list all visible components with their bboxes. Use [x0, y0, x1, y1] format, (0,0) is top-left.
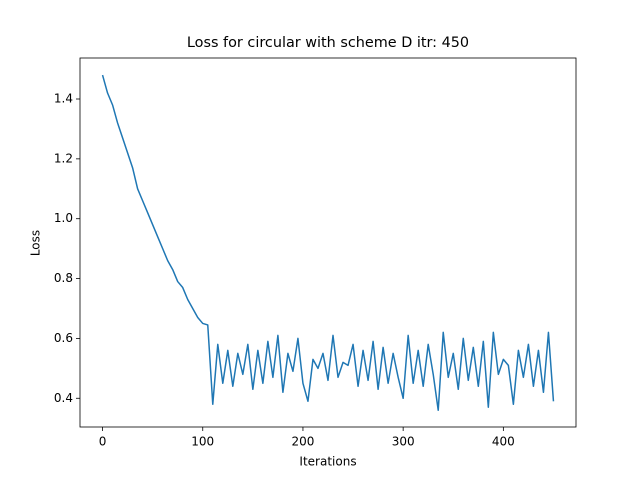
y-tick-label: 0.6 — [54, 331, 73, 345]
y-tick-label: 1.2 — [54, 151, 73, 165]
x-tick-label: 200 — [291, 435, 314, 449]
y-tick-label: 1.0 — [54, 211, 73, 225]
x-tick-label: 400 — [492, 435, 515, 449]
y-tick-label: 1.4 — [54, 92, 73, 106]
x-tick-label: 0 — [99, 435, 107, 449]
plot-frame — [79, 57, 577, 428]
x-axis-label: Iterations — [299, 455, 356, 469]
y-tick-label: 0.8 — [54, 271, 73, 285]
y-tick-label: 0.4 — [54, 391, 73, 405]
x-tick-label: 300 — [392, 435, 415, 449]
line-series — [101, 74, 555, 411]
chart-title: Loss for circular with scheme D itr: 450 — [187, 35, 469, 51]
x-tick-label: 100 — [191, 435, 214, 449]
y-axis-label: Loss — [29, 230, 43, 256]
